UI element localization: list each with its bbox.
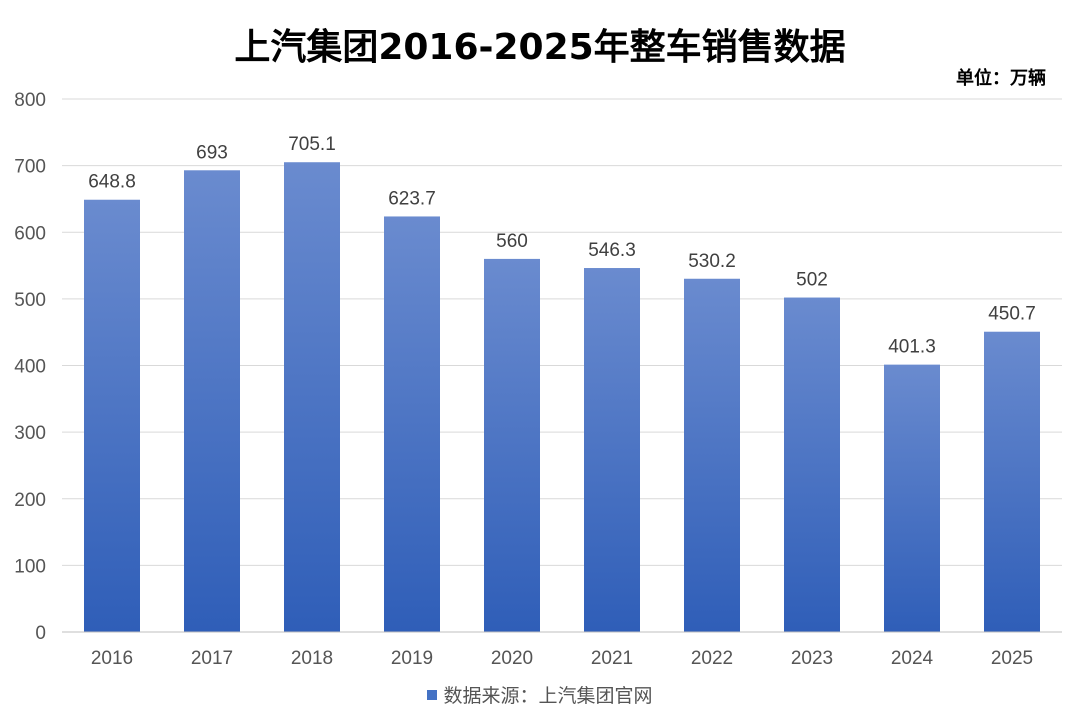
bar-2019 xyxy=(384,216,440,632)
legend: 数据来源：上汽集团官网 xyxy=(0,681,1080,708)
bar-2023 xyxy=(784,297,840,632)
x-tick-label-2021: 2021 xyxy=(591,648,633,669)
y-axis-ticks: 0 100 200 300 400 500 600 700 800 xyxy=(14,90,46,644)
y-tick-label: 800 xyxy=(14,90,46,111)
data-labels: 648.8 693 705.1 623.7 560 546.3 530.2 502 401.3 4… xyxy=(88,134,1036,357)
y-tick-label: 600 xyxy=(14,223,46,244)
unit-label: 单位：万辆 xyxy=(956,68,1046,89)
data-label-2020: 560 xyxy=(496,231,528,252)
bar-2020 xyxy=(484,258,540,632)
x-tick-label-2025: 2025 xyxy=(991,648,1033,669)
bars xyxy=(84,162,1040,633)
x-axis-ticks: 2016 2017 2018 2019 2020 2021 2022 2023 2024 2025 xyxy=(91,648,1033,669)
bar-2018 xyxy=(284,162,340,633)
data-label-2023: 502 xyxy=(796,270,828,291)
data-label-2019: 623.7 xyxy=(388,188,436,209)
bar-2025 xyxy=(984,331,1040,632)
x-tick-label-2024: 2024 xyxy=(891,648,934,669)
x-tick-label-2018: 2018 xyxy=(291,648,333,669)
y-tick-label: 500 xyxy=(14,290,46,311)
data-label-2024: 401.3 xyxy=(888,337,936,358)
x-tick-label-2019: 2019 xyxy=(391,648,433,669)
x-tick-label-2020: 2020 xyxy=(491,648,533,669)
chart-title: 上汽集团2016-2025年整车销售数据 xyxy=(234,27,846,68)
legend-swatch xyxy=(427,689,438,700)
y-tick-label: 700 xyxy=(14,157,46,178)
y-tick-label: 400 xyxy=(14,357,46,378)
y-tick-label: 300 xyxy=(14,423,46,444)
x-tick-label-2016: 2016 xyxy=(91,648,133,669)
data-label-2017: 693 xyxy=(196,142,228,163)
x-tick-label-2017: 2017 xyxy=(191,648,233,669)
bar-2022 xyxy=(684,278,740,632)
legend-label: 数据来源：上汽集团官网 xyxy=(443,685,653,707)
bar-2017 xyxy=(184,170,240,632)
data-label-2016: 648.8 xyxy=(88,172,136,193)
x-tick-label-2022: 2022 xyxy=(691,648,733,669)
y-tick-label: 200 xyxy=(14,490,46,511)
data-label-2021: 546.3 xyxy=(588,240,636,261)
data-label-2018: 705.1 xyxy=(288,134,336,155)
x-tick-label-2023: 2023 xyxy=(791,648,833,669)
data-label-2022: 530.2 xyxy=(688,251,736,272)
bar-2016 xyxy=(84,199,140,632)
bar-2021 xyxy=(584,268,640,632)
y-tick-label: 0 xyxy=(35,623,46,644)
data-label-2025: 450.7 xyxy=(988,304,1036,325)
bar-2024 xyxy=(884,364,940,632)
y-tick-label: 100 xyxy=(14,556,46,577)
